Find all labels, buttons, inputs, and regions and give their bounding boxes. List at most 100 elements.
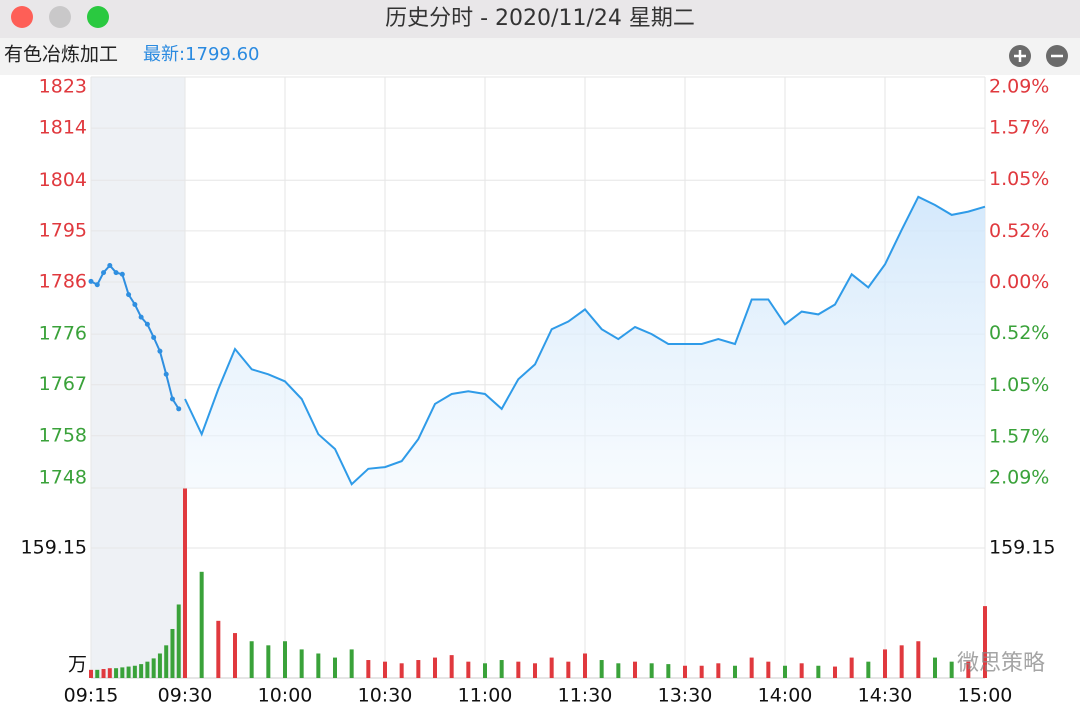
close-button[interactable]	[11, 6, 33, 28]
price-point	[94, 282, 100, 288]
y-tick-label: 1748	[39, 467, 87, 489]
volume-bar	[216, 620, 221, 678]
volume-bar	[176, 604, 181, 678]
y2-tick-label: 2.09%	[989, 76, 1049, 98]
volume-bar	[151, 658, 156, 678]
x-tick-label: 15:00	[958, 685, 1013, 707]
x-tick-label: 10:30	[358, 685, 413, 707]
volume-bar	[249, 641, 254, 678]
volume-bar	[132, 665, 137, 678]
volume-bar	[849, 657, 854, 678]
price-point	[138, 314, 144, 320]
x-tick-label: 14:30	[858, 685, 913, 707]
y-tick-label: 1823	[39, 76, 87, 98]
volume-unit: 万	[68, 654, 87, 676]
x-tick-label: 11:30	[558, 685, 613, 707]
zoom-button[interactable]	[87, 6, 109, 28]
watermark: 微思策略	[957, 651, 1045, 676]
volume-bar	[749, 657, 754, 678]
y2-tick-label: 1.57%	[989, 117, 1049, 139]
x-tick-label: 09:15	[64, 685, 119, 707]
y2-tick-label: 1.05%	[989, 168, 1049, 190]
volume-bar	[139, 664, 144, 678]
volume-bar	[933, 657, 937, 678]
volume-bar	[683, 665, 687, 678]
y-tick-label: 1814	[39, 117, 87, 139]
volume-bar	[649, 663, 654, 678]
price-point	[176, 406, 182, 412]
volume-bar	[533, 663, 537, 678]
price-point	[101, 270, 107, 276]
volume-bar	[170, 628, 175, 678]
latest-price: 最新:1799.60	[143, 44, 260, 65]
window-title: 历史分时 - 2020/11/24 星期二	[385, 6, 695, 31]
volume-bar	[101, 669, 106, 678]
minimize-button[interactable]	[49, 6, 71, 28]
volume-bar	[145, 661, 150, 678]
title-bar	[0, 0, 1080, 38]
zoom-in-button[interactable]	[1009, 45, 1031, 67]
volume-bar	[233, 633, 237, 678]
volume-bar	[733, 665, 737, 678]
volume-bar	[383, 661, 387, 678]
volume-bar	[566, 661, 571, 678]
instrument-name: 有色冶炼加工	[4, 44, 118, 66]
labels: 1823 1814 1804 1795 1786 1776 1767 1758 1748 2.09…	[21, 76, 1056, 707]
volume-bar	[316, 653, 321, 678]
volume-bar	[816, 665, 821, 678]
volume-bar	[399, 663, 404, 678]
volume-bar	[449, 655, 454, 678]
volume-bar	[916, 641, 921, 678]
volume-bar	[433, 657, 437, 678]
y2-tick-label: 2.09%	[989, 467, 1049, 489]
volume-bar	[583, 653, 587, 678]
volume-bar	[899, 645, 904, 678]
volume-bar	[883, 649, 887, 678]
y-tick-label: 1767	[39, 373, 87, 395]
header-bar	[0, 38, 1080, 75]
volume-bar	[633, 661, 637, 678]
volume-bar	[599, 660, 604, 678]
volume-bar	[766, 661, 771, 678]
volume-bar	[299, 649, 304, 678]
volume-bar	[949, 661, 954, 678]
volume-bar	[366, 660, 371, 678]
volume-bar	[283, 641, 287, 678]
volume-bar	[549, 657, 554, 678]
volume-bar	[616, 663, 621, 678]
premarket-shade	[91, 77, 185, 678]
y-tick-label: 1804	[39, 169, 87, 191]
y2-tick-label: 0.52%	[989, 220, 1049, 242]
y2-tick-label: 0.52%	[989, 322, 1049, 344]
volume-bar	[89, 669, 93, 678]
price-point	[132, 301, 138, 307]
volume-bar	[126, 666, 131, 678]
price-point	[157, 348, 163, 354]
price-point	[113, 270, 119, 276]
y-tick-label: 1795	[39, 219, 87, 241]
volume-bar	[983, 606, 987, 678]
volume-bar	[466, 661, 471, 678]
price-point	[151, 334, 157, 340]
x-tick-label: 09:30	[158, 685, 213, 707]
volume-tick-label: 159.15	[989, 536, 1055, 558]
volume-bar	[833, 666, 837, 678]
volume-bar	[349, 649, 354, 678]
price-point	[163, 371, 169, 377]
plot	[88, 195, 987, 678]
volume-bar	[266, 645, 271, 678]
volume-bar	[783, 665, 787, 678]
y2-tick-label: 1.57%	[989, 425, 1049, 447]
volume-bar	[483, 663, 487, 678]
volume-bar	[699, 665, 704, 678]
volume-bar	[120, 667, 125, 678]
y2-tick-label: 1.05%	[989, 374, 1049, 396]
volume-bar	[716, 663, 721, 678]
volume-bar	[114, 668, 119, 678]
volume-bar	[516, 661, 521, 678]
zoom-out-button[interactable]	[1046, 45, 1068, 67]
volume-bar	[416, 660, 421, 678]
price-area	[185, 196, 985, 489]
y-tick-label: 1758	[39, 424, 87, 446]
